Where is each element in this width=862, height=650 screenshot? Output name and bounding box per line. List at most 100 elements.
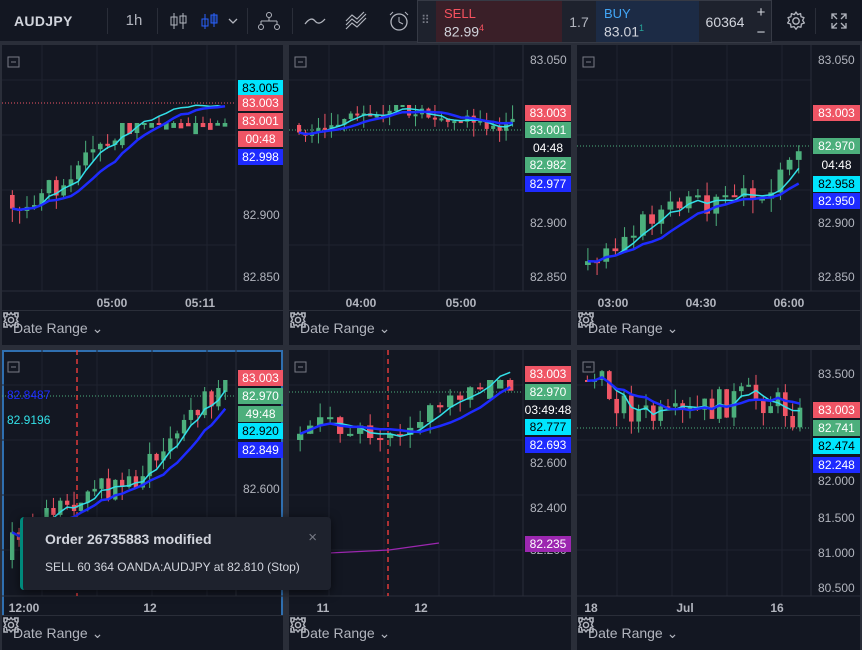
chart-panel-4-active[interactable]: 82.600 12:00 12 83.003 82.970 49:48 82.920 82.8… [2,350,283,650]
candle-body [702,398,707,410]
candle-body [722,195,729,198]
settings-gear-icon[interactable] [289,616,307,634]
chart-canvas[interactable]: 83.050 82.900 82.850 03:00 04:30 06:00 83.003 8… [577,45,860,311]
fullscreen-icon[interactable] [2,616,20,634]
settings-gear-icon[interactable] [783,8,809,34]
candle-body [90,149,96,153]
candle-body [68,179,74,186]
quantity-increase-button[interactable]: + [756,3,766,21]
candle-body [630,235,637,238]
candle-body [651,405,656,421]
quantity-decrease-button[interactable]: − [756,23,766,41]
fullscreen-icon[interactable] [289,311,307,329]
interval-button[interactable]: 1h [125,12,143,29]
collapse-pane-icon [294,361,307,373]
price-tag-label: 82.982 [530,158,567,172]
chart-panel-3[interactable]: 83.050 82.900 82.850 03:00 04:30 06:00 83.003 8… [577,45,860,345]
collapse-pane-icon [7,361,20,373]
settings-gear-icon[interactable] [577,311,595,329]
date-range-dropdown[interactable]: Date Range ⌄ [13,320,104,336]
price-tag-label: 49:48 [245,407,275,421]
date-range-dropdown[interactable]: Date Range ⌄ [300,625,391,641]
price-tag-bg [813,176,860,192]
candle-body [667,201,674,210]
chart-canvas[interactable]: 83.500 82.000 81.500 81.000 80.500 18 Jul 16 83.… [577,350,860,616]
fullscreen-icon[interactable] [289,616,307,634]
candle-body [208,123,213,130]
quantity-input[interactable]: 60364 [705,13,745,30]
candlestick-icon[interactable] [165,8,191,34]
price-tag-label: 82.970 [818,139,855,153]
candle-body [407,105,412,116]
candle-body [585,261,591,265]
price-tag-bg [525,536,571,552]
time-tick-label: 11 [317,601,330,615]
settings-gear-icon[interactable] [2,311,20,329]
alarm-clock-icon[interactable] [386,8,412,34]
candle-body [394,105,399,111]
close-icon[interactable]: × [308,529,317,546]
settings-gear-icon[interactable] [289,311,307,329]
time-tick-label: 12:00 [9,601,40,615]
candle-body [478,120,483,123]
sell-button[interactable]: SELL 82.994 [436,1,562,42]
ma-slow-line [587,375,801,412]
fullscreen-icon[interactable] [577,616,595,634]
date-range-dropdown[interactable]: Date Range ⌄ [588,625,679,641]
ma-fast-line [587,376,801,416]
line-chart-icon[interactable] [302,8,328,34]
candle-body [147,453,152,477]
chart-panel-1[interactable]: 83.05082.90082.85005:0005:1183.00583.003… [2,45,283,345]
price-tag-bg [525,176,571,192]
ma-fast-line [12,104,226,211]
fullscreen-icon[interactable] [826,8,852,34]
candle-body [649,214,655,224]
indicators-icon[interactable] [343,8,369,34]
price-tag-label: 82.849 [242,443,279,457]
candle-body [10,195,15,209]
chart-canvas[interactable]: 82.60082.40082.200111283.00382.97003:49:… [289,350,571,616]
collapse-pane-icon [582,361,595,373]
date-range-dropdown[interactable]: Date Range ⌄ [300,320,391,336]
price-tag-label: 00:48 [245,132,275,146]
candle-body [704,195,710,214]
candle-body [186,123,191,127]
candle-body [209,391,214,407]
time-tick-label: 12 [414,601,428,615]
price-tag-label: 82.235 [530,537,567,551]
chevron-down-icon[interactable] [224,8,242,34]
ma-slow-line [298,110,513,136]
price-tag-label: 83.001 [530,123,567,137]
date-range-dropdown[interactable]: Date Range ⌄ [13,625,104,641]
candle-body [10,532,15,560]
hollow-candles-icon[interactable] [196,8,222,34]
settings-gear-icon[interactable] [2,616,20,634]
candle-body [676,201,683,209]
date-range-dropdown[interactable]: Date Range ⌄ [588,320,679,336]
candle-body [347,433,354,436]
fullscreen-icon[interactable] [2,311,20,329]
chart-canvas[interactable]: 83.050 82.900 82.850 04:00 05:00 83.003 83.001… [289,45,571,311]
time-tick-label: 06:00 [774,296,805,310]
chart-panel-2[interactable]: 83.050 82.900 82.850 04:00 05:00 83.003 83.001… [289,45,571,345]
candle-body [374,115,379,118]
fullscreen-icon[interactable] [577,311,595,329]
candle-body [297,125,302,133]
chart-canvas[interactable]: 83.05082.90082.85005:0005:1183.00583.003… [2,45,283,311]
symbol-search-button[interactable]: AUDJPY [14,12,73,29]
drag-handle-icon[interactable]: ⠿ [421,13,430,27]
settings-gear-icon[interactable] [577,616,595,634]
candle-body [477,387,484,390]
buy-price: 83.011 [604,23,645,40]
buy-button[interactable]: BUY 83.011 [596,1,699,42]
candle-body [316,127,321,133]
candle-body [51,508,56,515]
chart-panel-5[interactable]: 82.60082.40082.200111283.00382.97003:49:… [289,350,571,650]
candle-body [76,165,81,180]
toast-message: SELL 60 364 OANDA:AUDJPY at 82.810 (Stop… [45,560,300,574]
candle-body [215,123,220,126]
time-tick-label: 16 [770,601,784,615]
chart-panel-6[interactable]: 83.500 82.000 81.500 81.000 80.500 18 Jul 16 83.… [577,350,860,650]
compare-symbols-icon[interactable] [256,8,282,34]
ma-slow-line [12,104,226,212]
